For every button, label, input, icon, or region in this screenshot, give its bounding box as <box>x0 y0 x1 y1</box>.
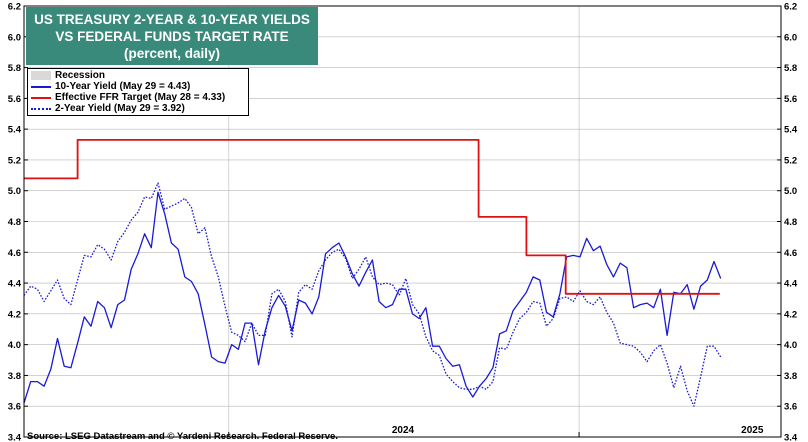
legend-item-2-year: 2-Year Yield (May 29 = 3.92) <box>28 103 248 114</box>
legend-label: 10-Year Yield (May 29 = 4.43) <box>55 81 191 92</box>
y-tick-label-right: 5.8 <box>784 63 797 74</box>
solid-line-swatch <box>30 92 52 103</box>
y-tick-label-right: 5.0 <box>784 186 797 197</box>
y-tick-label-left: 5.6 <box>8 94 21 105</box>
x-axis: 2024 2025 <box>228 425 764 437</box>
y-tick-label-right: 6.0 <box>784 32 797 43</box>
solid-line-swatch <box>30 81 52 92</box>
y-tick-label-right: 4.8 <box>784 217 797 228</box>
chart-title-line-3: (percent, daily) <box>123 46 221 61</box>
y-axis-left: 3.4 3.6 3.8 4.0 4.2 4.4 4.6 4.8 5.0 5.2 5.4 5.6 5.8 6… <box>8 2 28 442</box>
y-tick-label-right: 5.6 <box>784 94 797 105</box>
dotted-line-swatch <box>30 103 52 114</box>
chart-title-line-1: US TREASURY 2-YEAR & 10-YEAR YIELDS <box>34 12 310 27</box>
y-tick-label-right: 4.4 <box>784 279 798 290</box>
y-tick-label-left: 6.2 <box>8 2 21 13</box>
x-tick-label: 2025 <box>741 425 764 436</box>
series-ffr <box>24 138 720 295</box>
y-tick-label-left: 5.4 <box>8 125 22 136</box>
y-axis-right: 3.4 3.6 3.8 4.0 4.2 4.4 4.6 4.8 5.0 5.2 5.4 5.6 5.8 6… <box>777 2 798 442</box>
chart-title-line-2: VS FEDERAL FUNDS TARGET RATE <box>55 29 289 44</box>
y-tick-label-right: 4.0 <box>784 340 797 351</box>
x-tick-label: 2024 <box>392 425 415 436</box>
y-tick-label-left: 5.2 <box>8 155 21 166</box>
series-ten-year <box>23 191 722 404</box>
y-tick-label-right: 4.6 <box>784 248 797 259</box>
y-tick-label-left: 5.8 <box>8 63 21 74</box>
y-tick-label-right: 3.4 <box>784 433 798 442</box>
y-tick-label-left: 4.8 <box>8 217 21 228</box>
legend-label: Recession <box>55 70 106 81</box>
legend-item-ffr: Effective FFR Target (May 28 = 4.33) <box>28 92 248 103</box>
y-tick-label-right: 4.2 <box>784 309 797 320</box>
y-tick-label-left: 4.0 <box>8 340 21 351</box>
plot-frame <box>23 5 782 438</box>
legend-item-recession: Recession <box>28 70 248 81</box>
y-tick-label-left: 6.0 <box>8 32 21 43</box>
y-tick-label-right: 5.4 <box>784 125 798 136</box>
legend-label: 2-Year Yield (May 29 = 3.92) <box>55 103 185 114</box>
y-tick-label-left: 4.2 <box>8 309 21 320</box>
y-tick-label-left: 5.0 <box>8 186 21 197</box>
y-tick-label-right: 3.8 <box>784 371 797 382</box>
chart-title-box: US TREASURY 2-YEAR & 10-YEAR YIELDS VS F… <box>26 7 318 65</box>
y-tick-label-left: 3.8 <box>8 371 21 382</box>
series-two-year <box>23 182 722 407</box>
y-tick-label-right: 5.2 <box>784 155 797 166</box>
legend: Recession 10-Year Yield (May 29 = 4.43) … <box>27 68 249 116</box>
y-tick-label-left: 3.4 <box>8 433 22 442</box>
y-tick-label-right: 6.2 <box>784 2 797 13</box>
y-tick-label-left: 4.4 <box>8 279 22 290</box>
y-tick-label-left: 3.6 <box>8 402 21 413</box>
series-lines <box>23 138 722 407</box>
source-note: Source: LSEG Datastream and © Yardeni Re… <box>27 431 338 442</box>
recession-swatch <box>30 70 52 81</box>
legend-item-10-year: 10-Year Yield (May 29 = 4.43) <box>28 81 248 92</box>
y-tick-label-left: 4.6 <box>8 248 21 259</box>
legend-label: Effective FFR Target (May 28 = 4.33) <box>55 92 226 103</box>
y-tick-label-right: 3.6 <box>784 402 797 413</box>
